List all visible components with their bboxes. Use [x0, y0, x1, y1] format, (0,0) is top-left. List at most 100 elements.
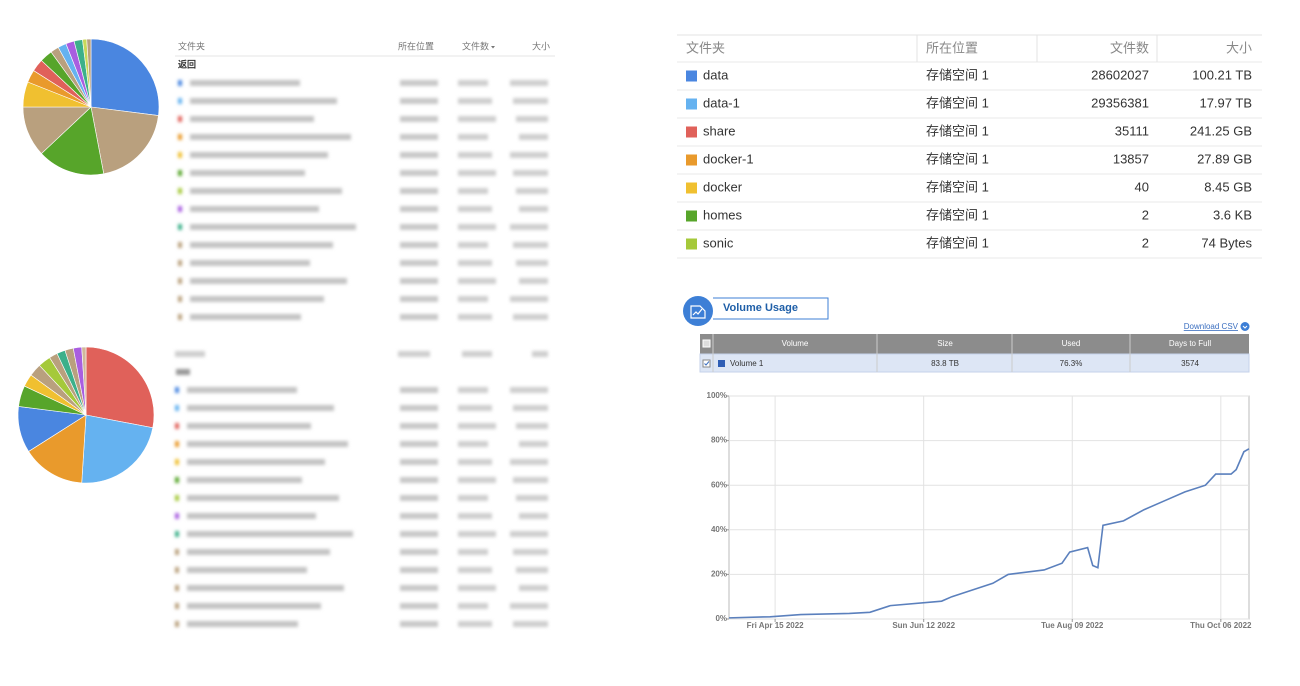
blurred-text — [513, 549, 548, 555]
blurred-text — [400, 224, 438, 230]
folder-location: 存储空间 1 — [926, 235, 989, 250]
row-swatch — [175, 549, 179, 555]
checkbox[interactable] — [702, 339, 711, 348]
blurred-text — [400, 531, 438, 537]
blurred-text — [513, 405, 548, 411]
blurred-text — [190, 134, 351, 140]
folder-location: 存储空间 1 — [926, 67, 989, 82]
blurred-text — [400, 152, 438, 158]
blurred-text — [400, 278, 438, 284]
left-panel: 文件夹 所在位置 文件数 大小 返回 — [175, 40, 555, 69]
blurred-text — [187, 621, 298, 627]
col-header: 文件夹 — [178, 40, 205, 51]
folder-name: sonic — [703, 235, 734, 250]
right-panel: 文件夹 所在位置 文件数 大小 Volume Usage Download CS… — [677, 34, 1262, 373]
blurred-text — [516, 495, 548, 501]
blurred-text — [458, 116, 496, 122]
blurred-text — [187, 495, 339, 501]
file-count: 40 — [1135, 179, 1149, 194]
blurred-text — [187, 603, 321, 609]
y-tick-label: 100% — [707, 391, 727, 400]
blurred-text — [458, 531, 496, 537]
row-swatch — [178, 80, 182, 86]
row-swatch — [175, 585, 179, 591]
blurred-text — [400, 387, 438, 393]
table-row[interactable] — [699, 353, 1250, 373]
folder-swatch — [686, 98, 697, 110]
blurred-text — [458, 585, 496, 591]
blurred-text — [519, 441, 548, 447]
plot-area — [728, 395, 1250, 620]
blurred-text — [190, 206, 319, 212]
folder-size: 100.21 TB — [1192, 67, 1252, 82]
folder-swatch — [686, 154, 697, 166]
blurred-text — [510, 80, 548, 86]
blurred-text — [516, 260, 548, 266]
blurred-text — [458, 296, 488, 302]
row-swatch — [175, 567, 179, 573]
blurred-text — [190, 188, 342, 194]
blurred-text — [190, 98, 337, 104]
row-swatch — [178, 242, 182, 248]
file-count: 2 — [1142, 235, 1149, 250]
blurred-text — [190, 260, 310, 266]
pie-slice — [28, 414, 87, 484]
check-mark — [704, 361, 710, 366]
blurred-text — [458, 170, 496, 176]
row-swatch — [175, 441, 179, 447]
volume-swatch — [718, 360, 725, 367]
folder-location: 存储空间 1 — [926, 95, 989, 110]
icon-glyph — [1242, 325, 1248, 329]
col-header: 文件夹 — [686, 40, 725, 55]
col-header: Size — [937, 339, 953, 348]
blurred-text — [400, 513, 438, 519]
file-count: 2 — [1142, 207, 1149, 222]
x-tick-label: Sun Jun 12 2022 — [892, 621, 955, 630]
row-swatch — [178, 188, 182, 194]
col-header: 所在位置 — [398, 40, 434, 51]
blurred-text — [458, 224, 496, 230]
blurred-text — [190, 296, 324, 302]
back-link[interactable]: 返回 — [178, 58, 196, 69]
col-header: 大小 — [1226, 40, 1252, 55]
blurred-text — [519, 134, 548, 140]
y-tick-label: 20% — [711, 570, 727, 579]
x-tick-label: Fri Apr 15 2022 — [747, 621, 805, 630]
blurred-text — [400, 567, 438, 573]
folder-name: docker-1 — [703, 151, 754, 166]
blurred-text — [458, 278, 496, 284]
blurred-text — [190, 116, 314, 122]
checkbox[interactable] — [702, 359, 711, 368]
sort-arrow — [491, 46, 495, 49]
blurred-text — [516, 423, 548, 429]
folder-swatch — [686, 238, 697, 250]
blurred-text — [458, 567, 492, 573]
col-header: Days to Full — [1169, 339, 1211, 348]
file-count: 13857 — [1113, 151, 1149, 166]
col-header[interactable]: 文件数 — [462, 40, 489, 51]
row-swatch — [178, 98, 182, 104]
blurred-text — [187, 477, 302, 483]
row-swatch — [175, 405, 179, 411]
blurred-text — [400, 603, 438, 609]
pie-slice — [90, 38, 160, 116]
blurred-text — [458, 441, 488, 447]
folder-size: 17.97 TB — [1199, 95, 1252, 110]
pie-slice — [90, 106, 159, 175]
blurred-text — [458, 495, 488, 501]
download-link[interactable]: Download CSV — [1184, 322, 1239, 331]
download-icon[interactable] — [1240, 322, 1250, 331]
x-tick-label: Tue Aug 09 2022 — [1041, 621, 1104, 630]
blurred-text — [400, 423, 438, 429]
folder-name: share — [703, 123, 736, 138]
blurred-text — [400, 80, 438, 86]
row-swatch — [178, 116, 182, 122]
blurred-text — [400, 314, 438, 320]
blurred-text — [187, 459, 325, 465]
row-swatch — [178, 314, 182, 320]
row-swatch — [178, 152, 182, 158]
folder-swatch — [686, 210, 697, 222]
blurred-text — [458, 387, 488, 393]
file-count: 28602027 — [1091, 67, 1149, 82]
blurred-text — [190, 224, 356, 230]
